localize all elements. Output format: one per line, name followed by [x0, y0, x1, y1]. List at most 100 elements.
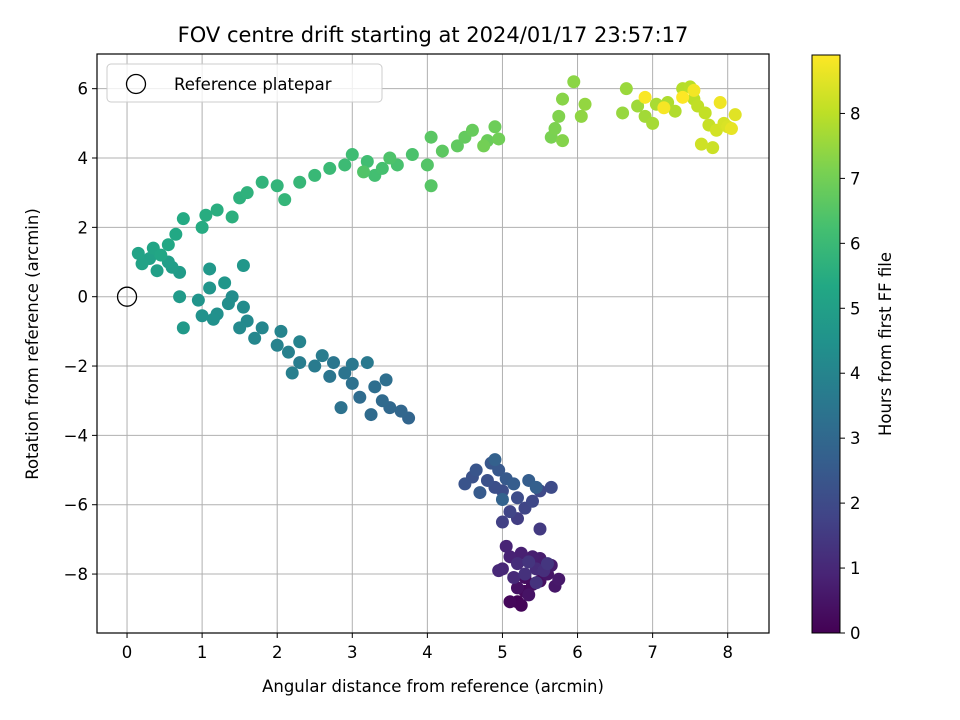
chart-title: FOV centre drift starting at 2024/01/17 … [178, 23, 689, 47]
data-point [154, 248, 168, 262]
data-point [465, 123, 479, 137]
data-point [533, 522, 547, 536]
data-point [357, 165, 371, 179]
data-point [450, 139, 464, 153]
data-point [631, 99, 645, 113]
data-point [218, 276, 232, 290]
data-point [293, 335, 307, 349]
data-point [248, 331, 262, 345]
data-point [676, 90, 690, 104]
data-point [556, 134, 570, 148]
colorbar-tick-label: 6 [850, 234, 861, 253]
data-point [522, 555, 536, 569]
data-point [728, 108, 742, 122]
data-point [706, 141, 720, 155]
legend-label: Reference platepar [174, 75, 332, 94]
data-point [270, 179, 284, 193]
colorbar-tick-label: 7 [850, 169, 861, 188]
data-point [364, 408, 378, 422]
data-point [315, 349, 329, 363]
data-point [210, 203, 224, 217]
y-tick-label: −6 [64, 496, 88, 515]
data-point [375, 394, 389, 408]
y-axis-label: Rotation from reference (arcmin) [23, 208, 42, 480]
grid [97, 54, 769, 633]
data-point [338, 366, 352, 380]
data-point [507, 571, 521, 585]
data-point [458, 477, 472, 491]
x-tick-label: 7 [647, 643, 658, 662]
data-point [694, 137, 708, 151]
data-point [473, 486, 487, 500]
colorbar-tick-label: 0 [850, 624, 861, 643]
data-point [308, 359, 322, 373]
data-point [236, 300, 250, 314]
data-point [281, 345, 295, 359]
data-point [638, 90, 652, 104]
data-points [131, 75, 742, 612]
data-point [293, 175, 307, 189]
data-point [518, 567, 532, 581]
data-point [495, 493, 509, 507]
data-point [510, 557, 524, 571]
data-point [345, 148, 359, 162]
data-point [278, 193, 292, 207]
data-point [379, 373, 393, 387]
data-point [323, 161, 337, 175]
data-point [173, 290, 187, 304]
data-point [353, 390, 367, 404]
data-point [308, 168, 322, 182]
data-point [529, 480, 543, 494]
data-point [195, 220, 209, 234]
data-point [541, 557, 555, 571]
data-point [255, 321, 269, 335]
x-tick-label: 5 [497, 643, 508, 662]
y-tick-label: −4 [64, 426, 88, 445]
data-point [203, 281, 217, 295]
y-tick-label: −2 [64, 357, 88, 376]
data-point [236, 258, 250, 272]
data-point [477, 139, 491, 153]
data-point [480, 473, 494, 487]
data-point [255, 175, 269, 189]
data-point [668, 104, 682, 118]
data-point [360, 154, 374, 168]
data-point [424, 130, 438, 144]
x-tick-label: 6 [572, 643, 583, 662]
data-point [435, 144, 449, 158]
data-point [687, 83, 701, 97]
y-tick-label: 2 [78, 218, 89, 237]
data-point [368, 380, 382, 394]
plot-frame [96, 53, 770, 634]
data-point [360, 356, 374, 370]
x-tick-label: 0 [122, 643, 133, 662]
data-point [131, 246, 145, 260]
data-point [488, 453, 502, 467]
reference-platepar-marker [116, 286, 138, 307]
data-point [176, 321, 190, 335]
x-axis-ticks: 0 1 2 3 4 5 6 7 8 [122, 633, 733, 662]
data-point [544, 480, 558, 494]
data-point [492, 132, 506, 146]
data-point [503, 595, 517, 609]
data-point [150, 264, 164, 278]
colorbar-label: Hours from first FF file [876, 252, 895, 436]
colorbar-tick-label: 5 [850, 299, 861, 318]
data-point [161, 238, 175, 252]
y-axis-ticks: −8 −6 −4 −2 0 2 4 6 [64, 80, 97, 584]
data-point [548, 122, 562, 136]
data-point [510, 491, 524, 505]
data-point [556, 92, 570, 106]
data-point [191, 293, 205, 307]
data-point [499, 539, 513, 553]
colorbar-ticks: 0 1 2 3 4 5 6 7 8 [840, 104, 861, 643]
data-point [206, 312, 220, 326]
data-point [514, 546, 528, 560]
data-point [274, 324, 288, 338]
data-point [567, 75, 581, 89]
reference-marker-layer [116, 286, 138, 307]
y-tick-label: −8 [64, 565, 88, 584]
data-point [552, 109, 566, 123]
